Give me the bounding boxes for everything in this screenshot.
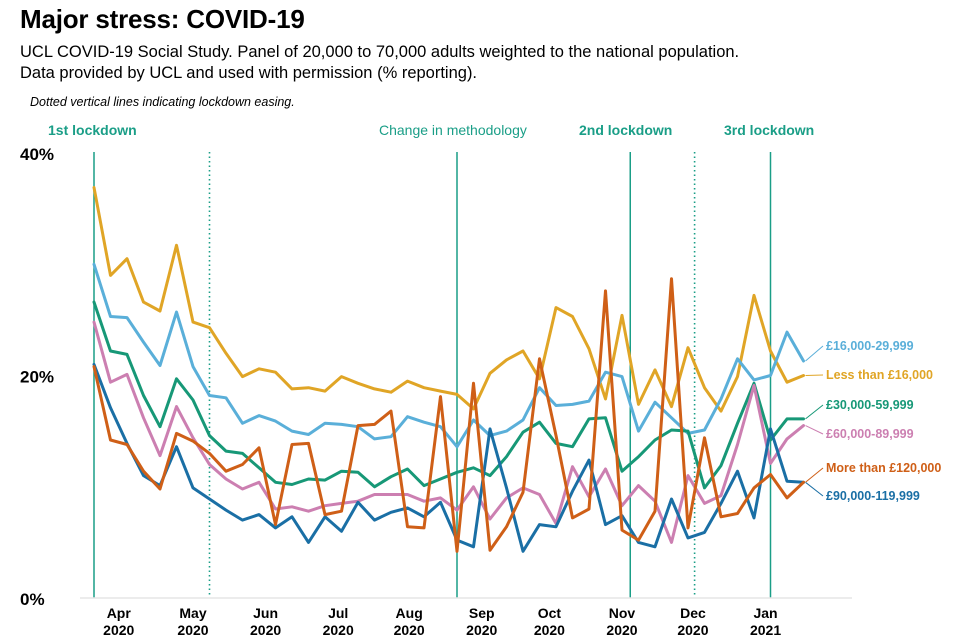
x-tick-month: Jan xyxy=(753,605,777,621)
x-tick-year: 2020 xyxy=(677,622,708,638)
chart-note: Dotted vertical lines indicating lockdow… xyxy=(30,95,295,109)
x-tick-label: Jan 2021 xyxy=(750,605,781,638)
x-tick-label: Dec 2020 xyxy=(677,605,708,638)
subtitle-line-1: UCL COVID-19 Social Study. Panel of 20,0… xyxy=(20,43,740,61)
label-leader-line xyxy=(805,425,824,435)
x-tick-year: 2020 xyxy=(250,622,281,638)
x-tick-label: Oct 2020 xyxy=(534,605,565,638)
x-tick-month: May xyxy=(179,605,206,621)
x-tick-month: Nov xyxy=(609,605,636,621)
x-tick-label: Jul 2020 xyxy=(323,605,354,638)
x-tick-year: 2020 xyxy=(103,622,134,638)
x-tick-year: 2020 xyxy=(606,622,637,638)
series-label: £90,000-119,999 xyxy=(826,489,920,503)
series-line-90-000-119-999 xyxy=(92,362,805,553)
x-tick-label: Apr 2020 xyxy=(103,605,134,638)
x-tick-year: 2020 xyxy=(323,622,354,638)
y-tick-label: 0% xyxy=(20,590,45,609)
label-leader-line xyxy=(805,481,824,497)
x-tick-month: Dec xyxy=(680,605,706,621)
chart-subtitle: UCL COVID-19 Social Study. Panel of 20,0… xyxy=(20,42,739,84)
x-tick-year: 2021 xyxy=(750,622,781,638)
series-line-more-than-120-000 xyxy=(92,277,805,553)
x-tick-month: Jun xyxy=(253,605,278,621)
subtitle-line-2: Data provided by UCL and used with permi… xyxy=(20,64,478,82)
series-label: Less than £16,000 xyxy=(826,368,933,382)
y-axis-ticks: 0% 20% 40% xyxy=(20,145,54,609)
series-label: £30,000-59,999 xyxy=(826,398,914,412)
series-label: £16,000-29,999 xyxy=(826,339,914,353)
event-annotation: Change in methodology xyxy=(379,122,527,138)
series-label: £60,000-89,999 xyxy=(826,427,914,441)
series-labels: £16,000-29,999 Less than £16,000 £30,000-5… xyxy=(805,339,941,503)
x-tick-month: Aug xyxy=(396,605,423,621)
label-leader-line xyxy=(805,374,824,376)
event-annotation: 1st lockdown xyxy=(48,122,137,138)
series-lines xyxy=(92,186,805,553)
x-tick-month: Sep xyxy=(469,605,495,621)
x-tick-month: Oct xyxy=(538,605,562,621)
x-tick-label: Nov 2020 xyxy=(606,605,637,638)
series-line-less-than-16-000 xyxy=(92,186,805,413)
x-tick-label: Aug 2020 xyxy=(394,605,425,638)
label-leader-line xyxy=(805,404,824,420)
label-leader-line xyxy=(805,345,824,362)
x-tick-month: Jul xyxy=(328,605,348,621)
y-tick-label: 20% xyxy=(20,368,54,387)
series-label: More than £120,000 xyxy=(826,461,941,475)
x-tick-year: 2020 xyxy=(177,622,208,638)
x-tick-label: Sep 2020 xyxy=(466,605,497,638)
label-leader-line xyxy=(805,467,824,483)
x-tick-year: 2020 xyxy=(466,622,497,638)
x-tick-label: Jun 2020 xyxy=(250,605,281,638)
x-tick-year: 2020 xyxy=(394,622,425,638)
event-annotation: 2nd lockdown xyxy=(579,122,672,138)
x-tick-label: May 2020 xyxy=(177,605,208,638)
x-tick-year: 2020 xyxy=(534,622,565,638)
x-tick-month: Apr xyxy=(107,605,132,621)
chart-title: Major stress: COVID-19 xyxy=(20,4,305,34)
y-tick-label: 40% xyxy=(20,145,54,164)
event-annotation: 3rd lockdown xyxy=(724,122,814,138)
